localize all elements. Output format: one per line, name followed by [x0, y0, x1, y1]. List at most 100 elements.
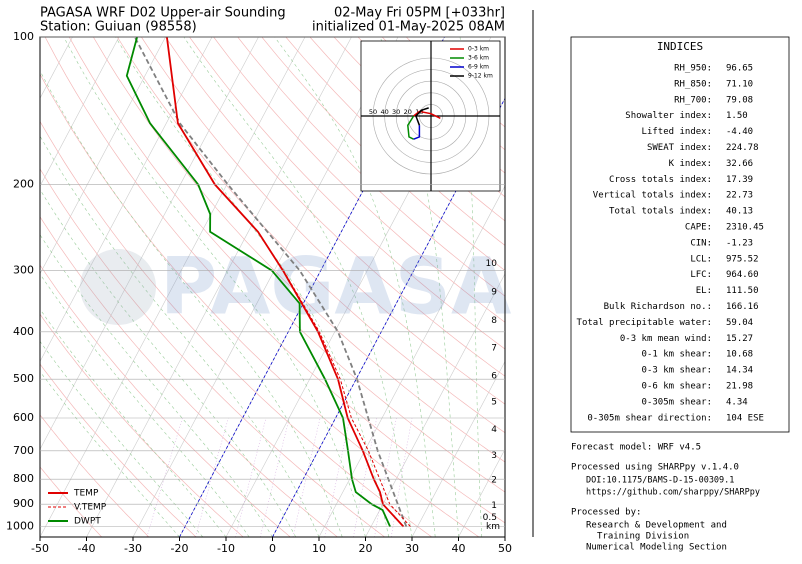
height-label: 3 [491, 451, 497, 461]
footer-text: https://github.com/sharppy/SHARPpy [586, 488, 760, 498]
hodo-legend-label: 6-9 km [468, 64, 489, 71]
index-label: CIN: [690, 238, 712, 248]
mixing-ratio [236, 418, 267, 537]
index-value: -4.40 [726, 127, 753, 137]
hodo-legend-label: 9-12 km [468, 73, 493, 80]
hodo-ring-label: 40 [380, 108, 388, 116]
index-value: -1.23 [726, 238, 753, 248]
watermark: PAGASA [160, 242, 511, 332]
y-tick-label: 1000 [6, 520, 34, 533]
index-value: 96.65 [726, 64, 753, 74]
index-value: 71.10 [726, 79, 753, 89]
init-time: initialized 01-May-2025 08AM [312, 20, 505, 35]
height-unit: km [486, 522, 500, 532]
height-label: 1 [491, 501, 497, 511]
footer-text: Research & Development and [586, 521, 727, 531]
index-label: 0-305m shear direction: [587, 413, 712, 423]
height-label: 6 [491, 372, 497, 382]
x-tick-label: 40 [452, 542, 466, 555]
height-label: 2 [491, 476, 497, 486]
footer-text: Processed by: [571, 508, 641, 518]
x-tick-label: 50 [498, 542, 512, 555]
index-label: LCL: [690, 254, 712, 264]
height-label: 7 [491, 344, 497, 354]
index-value: 59.04 [726, 318, 753, 328]
index-value: 166.16 [726, 302, 759, 312]
index-value: 10.68 [726, 350, 753, 360]
chart-title: PAGASA WRF D02 Upper-air Sounding [40, 6, 286, 21]
footer-text: Training Division [597, 532, 689, 542]
index-value: 21.98 [726, 382, 753, 392]
index-label: 0-305m shear: [642, 397, 712, 407]
index-label: Total precipitable water: [577, 318, 712, 328]
index-label: Total totals index: [609, 207, 712, 217]
index-label: RH_700: [674, 95, 712, 105]
legend-label: DWPT [74, 517, 101, 527]
y-tick-label: 500 [13, 372, 34, 385]
indices-title: INDICES [657, 40, 703, 53]
index-value: 4.34 [726, 397, 748, 407]
index-value: 2310.45 [726, 223, 764, 233]
x-tick-label: 10 [312, 542, 326, 555]
x-tick-label: -20 [171, 542, 189, 555]
index-label: CAPE: [685, 223, 712, 233]
footer-text: DOI:10.1175/BAMS-D-15-00309.1 [586, 476, 734, 486]
hodo-ring-label: 50 [369, 108, 377, 116]
y-tick-label: 800 [13, 472, 34, 485]
y-tick-label: 900 [13, 497, 34, 510]
watermark-group: PAGASA [80, 242, 511, 332]
index-label: 0-3 km mean wind: [620, 334, 712, 344]
index-label: 0-3 km shear: [642, 366, 712, 376]
chart-subtitle: Station: Guiuan (98558) [40, 20, 197, 35]
height-label: 4 [491, 425, 497, 435]
index-value: 111.50 [726, 286, 759, 296]
height-label: 8 [491, 316, 497, 326]
x-tick-label: 30 [405, 542, 419, 555]
index-label: Vertical totals index: [593, 191, 712, 201]
index-value: 14.34 [726, 366, 753, 376]
index-value: 17.39 [726, 175, 753, 185]
valid-time: 02-May Fri 05PM [+033hr] [334, 6, 505, 21]
y-tick-label: 100 [13, 30, 34, 43]
footer-text: Forecast model: WRF v4.5 [571, 443, 701, 453]
x-tick-label: 20 [359, 542, 373, 555]
height-label: 9 [491, 288, 497, 298]
index-value: 15.27 [726, 334, 753, 344]
index-value: 1.50 [726, 111, 748, 121]
x-tick-label: 0 [269, 542, 276, 555]
index-label: K index: [669, 159, 712, 169]
mixing-ratio [260, 418, 289, 537]
y-tick-label: 600 [13, 411, 34, 424]
index-value: 964.60 [726, 270, 759, 280]
hodo-legend-label: 3-6 km [468, 55, 489, 62]
index-value: 104 ESE [726, 413, 764, 423]
index-label: Bulk Richardson no.: [604, 302, 712, 312]
index-label: EL: [696, 286, 712, 296]
index-label: 0-6 km shear: [642, 382, 712, 392]
index-label: LFC: [690, 270, 712, 280]
index-label: RH_950: [674, 64, 712, 74]
hodo-legend-label: 0-3 km [468, 46, 489, 53]
index-label: Cross totals index: [609, 175, 712, 185]
index-value: 224.78 [726, 143, 759, 153]
hodo-ring-label: 30 [392, 108, 400, 116]
y-tick-label: 300 [13, 264, 34, 277]
y-tick-label: 400 [13, 325, 34, 338]
x-tick-label: -50 [31, 542, 49, 555]
height-label: 5 [491, 398, 497, 408]
legend-label: V.TEMP [74, 503, 107, 513]
x-tick-label: -30 [124, 542, 142, 555]
footer-text: Processed using SHARPpy v.1.4.0 [571, 463, 739, 473]
height-label: 10 [486, 259, 498, 269]
index-value: 22.73 [726, 191, 753, 201]
y-tick-label: 200 [13, 177, 34, 190]
index-label: RH_850: [674, 79, 712, 89]
watermark-logo [80, 249, 156, 325]
y-tick-label: 700 [13, 444, 34, 457]
index-label: Showalter index: [625, 111, 712, 121]
index-label: SWEAT index: [647, 143, 712, 153]
index-value: 79.08 [726, 95, 753, 105]
